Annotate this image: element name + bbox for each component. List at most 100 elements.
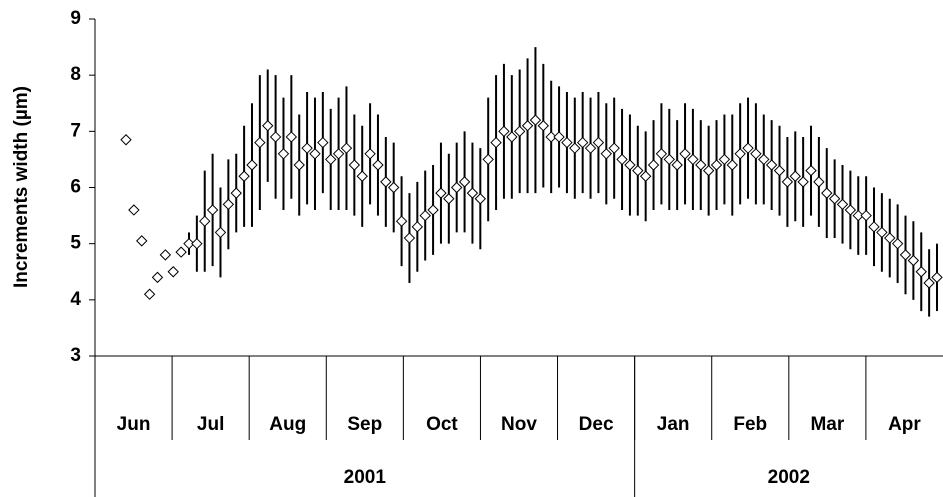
data-point	[254, 136, 266, 149]
x-tick-label: Aug	[269, 414, 306, 435]
data-point	[340, 142, 353, 154]
data-point	[128, 204, 140, 216]
data-point	[758, 153, 770, 166]
data-point	[293, 159, 305, 171]
x-tick-label: Dec	[579, 414, 614, 435]
x-tick-label: Sep	[347, 414, 382, 435]
y-tick-label: 4	[70, 289, 81, 310]
y-tick-label: 8	[70, 64, 81, 85]
data-point	[569, 142, 581, 154]
data-point	[844, 204, 857, 216]
data-point	[868, 221, 880, 233]
data-point	[301, 142, 313, 154]
data-point	[915, 266, 927, 278]
y-tick-label: 6	[70, 177, 81, 198]
data-point	[143, 288, 156, 300]
x-tick-label: Jan	[657, 414, 690, 435]
data-point	[364, 148, 376, 160]
y-axis-label: Increments width (µm)	[11, 86, 32, 288]
data-point	[285, 131, 298, 143]
data-point	[206, 204, 219, 216]
data-point	[742, 142, 754, 154]
data-point	[419, 209, 431, 222]
group-label: 2001	[344, 467, 387, 488]
data-point	[151, 271, 164, 284]
data-point	[395, 215, 408, 227]
data-point	[269, 131, 282, 143]
data-point	[372, 159, 384, 171]
group-label: 2002	[768, 467, 810, 488]
data-point	[553, 131, 565, 143]
data-point	[860, 209, 872, 222]
data-point	[576, 136, 589, 149]
data-point	[931, 271, 943, 284]
data-point	[671, 159, 683, 171]
data-point	[159, 249, 172, 261]
data-point	[277, 148, 290, 160]
data-point	[238, 170, 250, 182]
data-point	[435, 187, 447, 199]
data-point	[687, 153, 699, 166]
data-point	[679, 148, 691, 160]
data-point	[403, 232, 416, 244]
data-point	[797, 176, 809, 188]
data-point	[380, 176, 392, 188]
data-point	[450, 181, 463, 194]
data-point	[734, 148, 746, 160]
data-point	[167, 266, 179, 278]
data-point	[411, 221, 424, 233]
data-point	[821, 187, 833, 199]
data-point	[537, 120, 550, 132]
data-point	[852, 209, 864, 222]
data-point	[616, 153, 628, 166]
data-point	[309, 148, 321, 160]
x-tick-label: Jul	[197, 414, 224, 435]
y-tick-label: 3	[70, 345, 81, 366]
data-point	[230, 187, 242, 199]
data-point	[899, 249, 912, 261]
data-point	[663, 153, 675, 166]
data-point	[474, 193, 487, 205]
data-point	[639, 170, 652, 182]
data-point	[836, 198, 849, 211]
data-point	[773, 164, 786, 177]
data-point	[813, 176, 825, 188]
data-point	[702, 164, 715, 177]
data-point	[710, 159, 723, 171]
y-tick-label: 5	[70, 233, 81, 254]
data-point	[765, 159, 778, 171]
data-point	[884, 232, 896, 244]
data-point	[498, 125, 510, 138]
data-point	[317, 136, 329, 149]
data-point	[592, 136, 605, 149]
data-point	[506, 131, 518, 143]
data-point	[427, 204, 439, 216]
data-point	[923, 277, 935, 289]
data-point	[458, 176, 471, 188]
data-point	[443, 193, 455, 205]
data-point	[199, 215, 211, 227]
data-point	[789, 170, 801, 182]
x-tick-label: Mar	[810, 414, 844, 435]
x-tick-label: Feb	[733, 414, 767, 435]
data-point	[828, 193, 841, 205]
data-point	[632, 164, 644, 177]
data-point	[482, 153, 494, 166]
data-point	[608, 142, 620, 154]
data-point	[781, 176, 794, 188]
data-point	[876, 226, 888, 239]
data-point	[805, 164, 817, 177]
data-point	[325, 153, 337, 166]
data-point	[214, 226, 227, 239]
data-point	[521, 120, 534, 132]
data-point	[695, 159, 707, 171]
data-point	[222, 198, 235, 211]
x-tick-label: Jun	[117, 414, 151, 435]
data-point	[624, 159, 636, 171]
data-point	[388, 181, 400, 194]
data-point	[545, 131, 557, 143]
y-tick-label: 7	[70, 120, 81, 141]
x-tick-label: Apr	[888, 414, 921, 435]
data-point	[348, 159, 361, 171]
